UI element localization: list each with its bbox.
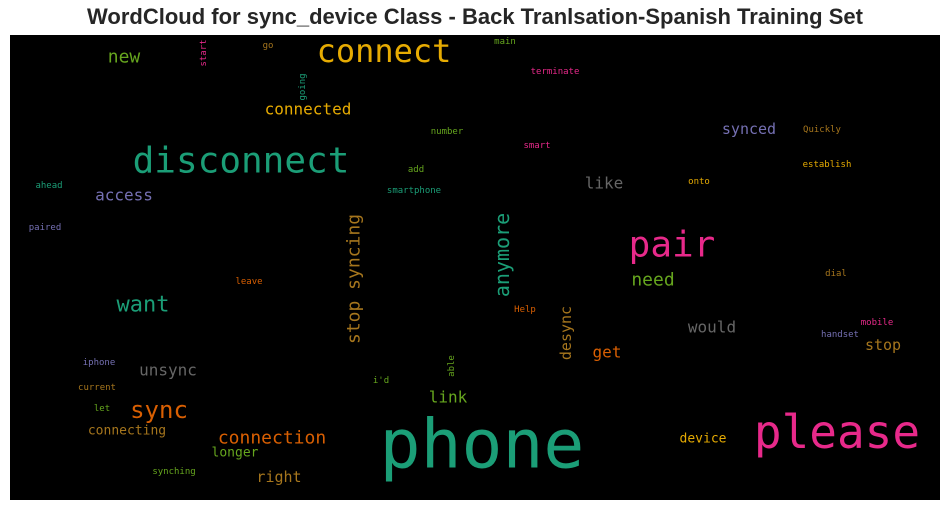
word-synced: synced xyxy=(722,120,776,138)
word-connecting: connecting xyxy=(88,424,166,439)
word-going: going xyxy=(298,73,308,100)
word-dial: dial xyxy=(825,269,847,279)
word-phone: phone xyxy=(380,406,585,485)
chart-title: WordCloud for sync_device Class - Back T… xyxy=(87,4,863,29)
word-onto: onto xyxy=(688,177,710,187)
word-leave: leave xyxy=(235,277,262,287)
word-sync: sync xyxy=(130,396,188,424)
word-desync: desync xyxy=(557,306,575,360)
word-pair: pair xyxy=(629,225,716,266)
word-would: would xyxy=(688,318,736,337)
word-smart: smart xyxy=(523,141,550,151)
word-establish: establish xyxy=(803,160,852,170)
word-please: please xyxy=(754,405,920,459)
word-go: go xyxy=(263,41,274,51)
word-terminate: terminate xyxy=(531,67,580,77)
word-quickly: Quickly xyxy=(803,125,842,135)
word-right: right xyxy=(256,468,301,486)
word-iphone: iphone xyxy=(83,358,116,368)
word-stop-syncing: stop syncing xyxy=(344,214,365,344)
word-connection: connection xyxy=(218,428,326,449)
word-mobile: mobile xyxy=(861,318,894,328)
word-current: current xyxy=(78,383,116,393)
word-main: main xyxy=(494,37,516,47)
word-able: able xyxy=(447,355,457,377)
word-device: device xyxy=(680,432,727,447)
word-longer: longer xyxy=(212,446,259,461)
word-start: start xyxy=(199,39,209,66)
wordcloud-words: phone please disconnect pair connect sync want… xyxy=(29,32,920,486)
word-help: Help xyxy=(514,305,536,315)
word-add: add xyxy=(408,165,424,175)
word-need: need xyxy=(631,270,674,291)
word-ahead: ahead xyxy=(35,181,62,191)
word-let: let xyxy=(94,404,110,414)
word-get: get xyxy=(593,343,622,362)
word-number: number xyxy=(431,127,464,137)
word-unsync: unsync xyxy=(139,361,197,380)
word-synching: synching xyxy=(152,467,195,477)
word-new: new xyxy=(108,47,141,68)
word-link: link xyxy=(429,388,468,407)
word-stop: stop xyxy=(865,336,901,354)
word-i-d: i'd xyxy=(373,376,389,386)
word-connected: connected xyxy=(265,100,352,119)
word-access: access xyxy=(95,186,153,205)
word-connect: connect xyxy=(317,32,452,70)
wordcloud-background xyxy=(10,35,940,500)
word-disconnect: disconnect xyxy=(133,141,350,182)
word-like: like xyxy=(585,174,624,193)
word-handset: handset xyxy=(821,330,859,340)
word-anymore: anymore xyxy=(490,213,514,297)
word-smartphone: smartphone xyxy=(387,186,441,196)
word-paired: paired xyxy=(29,223,62,233)
word-want: want xyxy=(117,293,170,318)
